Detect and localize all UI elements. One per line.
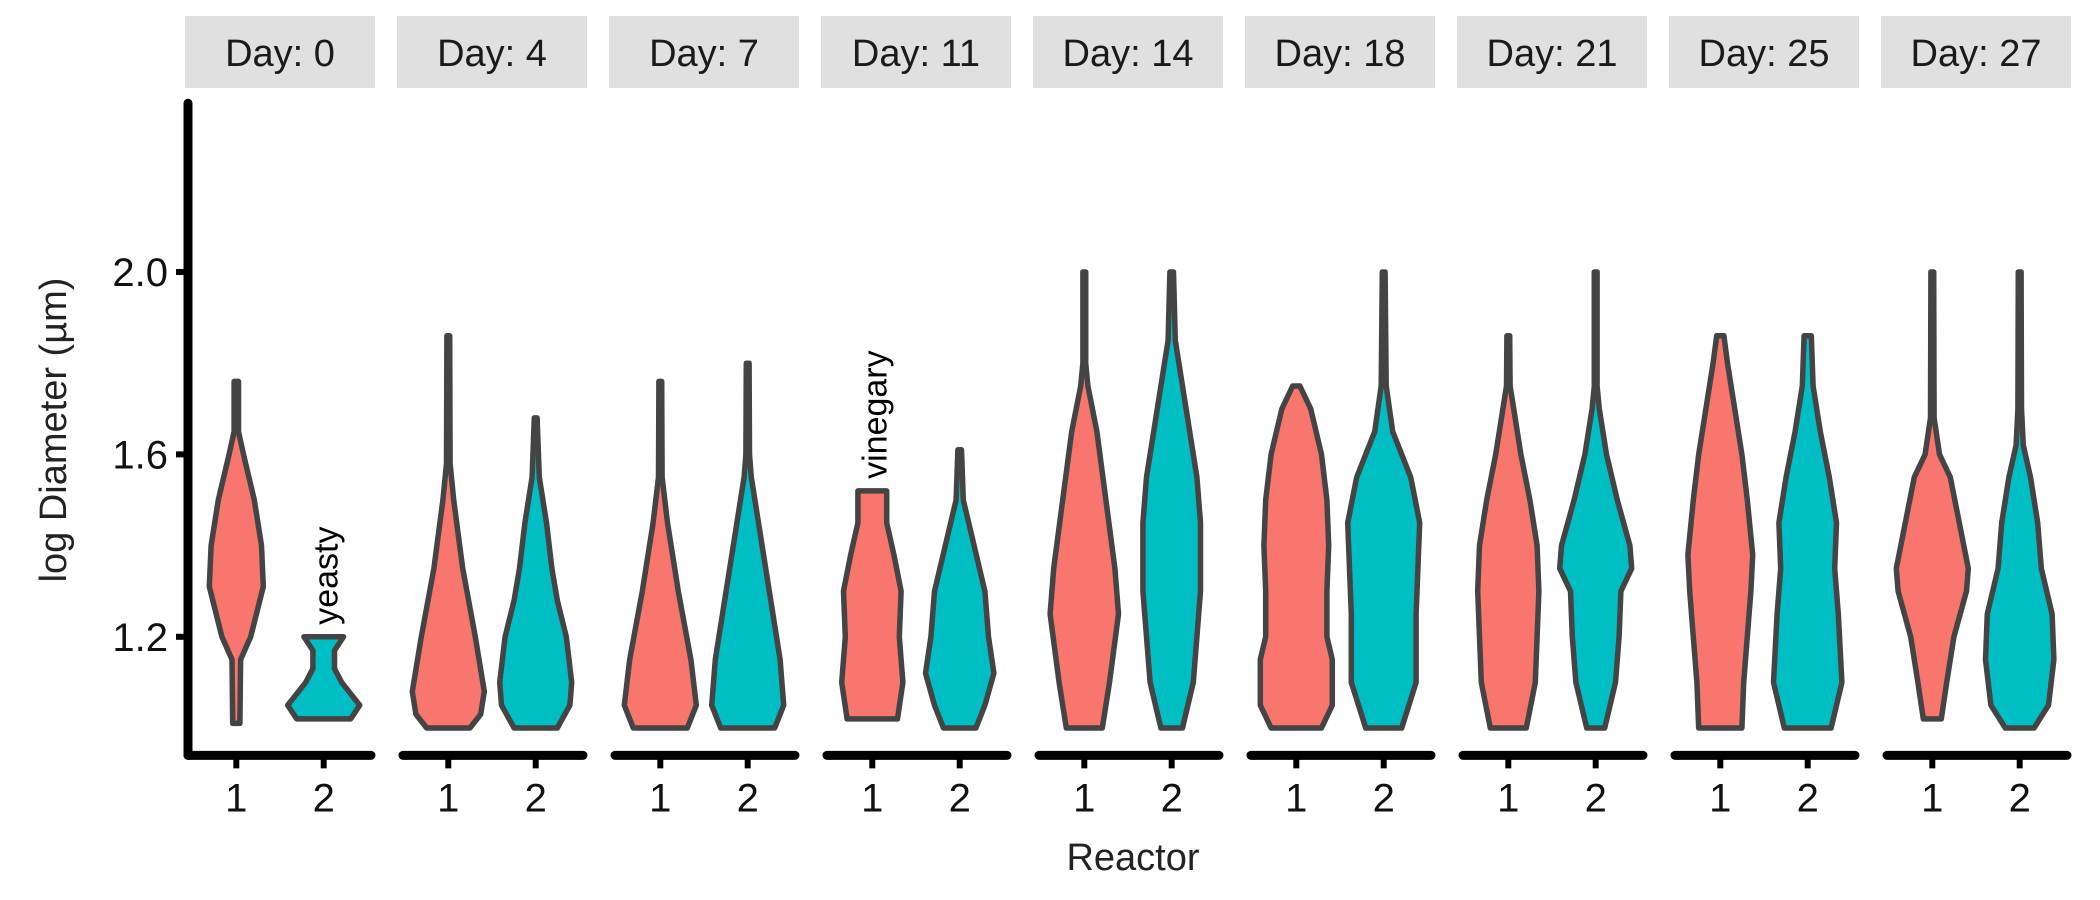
facet-strip-label: Day: 7 [649,33,759,75]
violin-reactor-1 [621,378,700,731]
x-tick-label: 1 [1073,776,1095,820]
violin-reactor-2 [1344,269,1423,731]
facet-panel: Day: 0 1 2 yeasty [183,16,376,820]
violin-reactor-2 [496,415,575,731]
facet-strip-label: Day: 27 [1911,33,2042,75]
x-tick-label: 2 [2009,776,2031,820]
facet-strip-label: Day: 11 [852,33,980,75]
y-tick-label: 2.0 [112,251,168,295]
x-tick-label: 1 [1497,776,1519,820]
x-tick-label: 1 [225,776,247,820]
violin-reactor-1 [838,488,906,722]
facet-strip-label: Day: 4 [437,33,547,75]
violin-reactor-1 [206,378,267,727]
violin-reactor-1 [1685,333,1756,731]
facet-strip [1033,16,1223,88]
facet-strip-label: Day: 18 [1275,33,1406,75]
violin-reactor-2 [1982,269,2057,731]
annotation-label: yeasty [308,527,346,625]
x-tick-label: 1 [1921,776,1943,820]
x-tick-label: 1 [1285,776,1307,820]
x-tick-label: 1 [649,776,671,820]
x-tick-label: 1 [437,776,459,820]
x-tick-label: 2 [949,776,971,820]
violin-reactor-1 [1474,333,1542,731]
facet-strip-label: Day: 25 [1699,33,1830,75]
violin-reactor-1 [1047,269,1122,731]
facet-strip [1881,16,2071,88]
x-tick-label: 2 [1161,776,1183,820]
x-tick-label: 2 [525,776,547,820]
violin-reactor-2 [922,447,997,731]
facet-strip [1245,16,1435,88]
violin-reactor-2 [284,634,363,722]
facet-panel: Day: 4 1 2 [397,16,588,820]
violin-reactor-1 [409,333,488,731]
facet-panel: Day: 27 1 2 [1881,16,2072,820]
x-tick-label: 1 [1709,776,1731,820]
violin-reactor-2 [708,360,787,731]
x-tick-label: 2 [1797,776,1819,820]
facet-strip-label: Day: 0 [225,33,335,75]
x-tick-label: 2 [1373,776,1395,820]
facet-strip-label: Day: 21 [1487,33,1618,75]
facet-strip [1457,16,1647,88]
facet-strip [397,16,587,88]
facet-panel: Day: 14 1 2 [1033,16,1224,820]
violin-reactor-1 [1257,383,1336,731]
facet-strip-label: Day: 14 [1063,33,1194,75]
y-axis-title: log Diameter (µm) [33,278,75,583]
facet-strip [185,16,375,88]
x-tick-label: 2 [737,776,759,820]
x-tick-label: 1 [861,776,883,820]
facet-panel: Day: 18 1 2 [1245,16,1436,820]
violin-reactor-2 [1140,269,1204,731]
y-tick-label: 1.6 [112,433,168,477]
annotation-label: vinegary [856,350,894,479]
x-tick-label: 2 [1585,776,1607,820]
x-tick-label: 2 [313,776,335,820]
facet-strip [821,16,1011,88]
y-axis: 1.2 1.6 2.0 [112,98,193,760]
y-tick-label: 1.2 [112,616,168,660]
violin-reactor-1 [1893,269,1972,722]
facet-panel: Day: 11 1 vinegary 2 [821,16,1012,820]
facet-strip [1669,16,1859,88]
x-axis-title: Reactor [1066,837,1199,879]
facet-panel: Day: 7 1 2 [609,16,800,820]
facet-strip [609,16,799,88]
facet-panel: Day: 21 1 2 [1457,16,1648,820]
facet-panel: Day: 25 1 2 [1669,16,1860,820]
violin-reactor-2 [1556,269,1635,731]
violin-reactor-2 [1770,333,1845,731]
